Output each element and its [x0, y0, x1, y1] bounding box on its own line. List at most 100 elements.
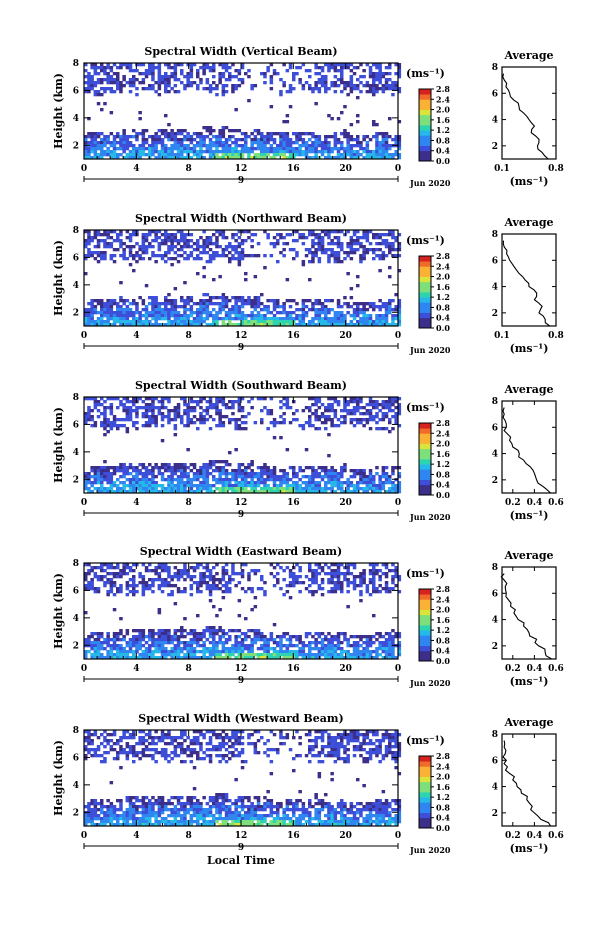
heatmap-cell — [148, 584, 152, 588]
heatmap-cell — [208, 590, 213, 594]
heatmap-cell — [224, 584, 229, 588]
heatmap-cell — [84, 254, 88, 258]
heatmap-cell — [317, 66, 322, 70]
heatmap-cell — [330, 481, 334, 485]
heatmap-cell — [359, 311, 363, 315]
heatmap-cell — [234, 108, 238, 112]
heatmap-cell — [189, 245, 194, 249]
heatmap-cell — [308, 478, 312, 482]
heatmap-cell — [192, 475, 197, 479]
heatmap-cell — [221, 251, 226, 255]
heatmap-cell — [112, 153, 117, 157]
heatmap-cell — [224, 299, 229, 303]
heatmap-cell — [202, 653, 206, 657]
heatmap-cell — [141, 656, 146, 660]
heatmap-cell — [231, 257, 235, 261]
heatmap-cell — [327, 242, 331, 246]
heatmap-cell — [327, 144, 331, 148]
heatmap-cell — [151, 490, 155, 494]
heatmap-cell — [346, 230, 350, 234]
heatmap-cell — [100, 397, 104, 401]
heatmap-cell — [314, 656, 318, 660]
heatmap-cell — [368, 90, 373, 94]
heatmap-cell — [132, 323, 136, 327]
heatmap-cell — [103, 230, 107, 234]
heatmap-cell — [109, 317, 114, 321]
heatmap-cell — [240, 150, 245, 154]
heatmap-cell — [93, 650, 98, 654]
heatmap-cell — [205, 587, 210, 591]
heatmap-cell — [167, 584, 171, 588]
heatmap-cell — [87, 412, 91, 416]
heatmap-cell — [260, 147, 264, 151]
heatmap-cell — [212, 135, 216, 139]
heatmap-cell — [298, 647, 302, 651]
heatmap-cell — [173, 302, 178, 306]
heatmap-cell — [109, 566, 114, 570]
heatmap-cell — [266, 650, 270, 654]
heatmap-cell — [343, 481, 347, 485]
heatmap-cell — [84, 575, 88, 579]
heatmap-cell — [148, 233, 152, 237]
heatmap-cell — [205, 478, 210, 482]
heatmap-cell — [180, 245, 184, 249]
heatmap-cell — [221, 317, 226, 321]
heatmap-cell — [378, 63, 382, 67]
heatmap-cell — [228, 311, 232, 315]
heatmap-cell — [112, 424, 117, 428]
heatmap-cell — [132, 153, 136, 157]
heatmap-cell — [128, 566, 133, 570]
heatmap-cell — [365, 478, 370, 482]
heatmap-cell — [266, 469, 270, 473]
heatmap-cell — [141, 248, 146, 252]
heatmap-cell — [183, 644, 187, 648]
heatmap-cell — [263, 397, 267, 401]
heatmap-cell — [215, 135, 219, 139]
heatmap-cell — [269, 242, 274, 246]
heatmap-cell — [192, 484, 197, 488]
heatmap-cell — [349, 90, 354, 94]
colorbar-swatch — [419, 261, 431, 267]
heatmap-cell — [320, 478, 325, 482]
heatmap-cell — [378, 144, 382, 148]
heatmap-cell — [384, 239, 389, 243]
heatmap-cell — [359, 475, 363, 479]
heatmap-cell — [356, 311, 360, 315]
heatmap-cell — [394, 72, 398, 76]
heatmap-cell — [189, 308, 194, 312]
heatmap-cell — [285, 120, 290, 124]
heatmap-cell — [189, 84, 194, 88]
heatmap-cell — [116, 406, 120, 410]
heatmap-cell — [336, 254, 341, 258]
heatmap-cell — [375, 323, 379, 327]
heatmap-cell — [96, 466, 101, 470]
heatmap-cell — [244, 653, 248, 657]
heatmap-cell — [298, 638, 302, 642]
heatmap-cell — [279, 135, 283, 139]
heatmap-cell — [336, 323, 341, 327]
heatmap-cell — [106, 302, 110, 306]
heatmap-cell — [314, 475, 318, 479]
heatmap-cell — [298, 147, 302, 151]
heatmap-cell — [93, 656, 98, 660]
profile-x-tick-label: 0.1 — [494, 164, 510, 174]
heatmap-cell — [365, 248, 370, 252]
heatmap-cell — [132, 584, 136, 588]
heatmap-cell — [231, 317, 235, 321]
heatmap-cell — [167, 311, 171, 315]
heatmap-cell — [356, 96, 360, 100]
heatmap-cell — [128, 141, 133, 145]
heatmap-cell — [266, 466, 270, 470]
heatmap-cell — [103, 647, 107, 651]
heatmap-cell — [160, 150, 165, 154]
heatmap-cell — [231, 629, 235, 633]
heatmap-cell — [221, 293, 226, 297]
heatmap-cell — [244, 254, 248, 258]
heatmap-cell — [160, 397, 165, 401]
heatmap-cell — [346, 84, 350, 88]
heatmap-cell — [135, 466, 139, 470]
heatmap-cell — [173, 135, 178, 139]
heatmap-cell — [221, 484, 226, 488]
heatmap-cell — [173, 147, 178, 151]
heatmap-cell — [103, 638, 107, 642]
